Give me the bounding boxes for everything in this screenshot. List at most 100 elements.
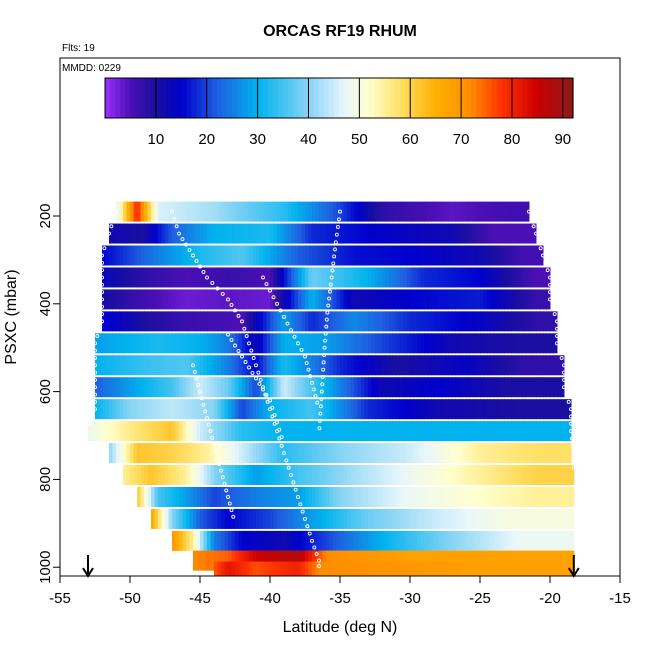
track-point	[233, 343, 237, 348]
heatmap-cell	[364, 311, 369, 332]
heatmap-cell	[350, 311, 355, 332]
heatmap-cell	[182, 355, 187, 376]
heatmap-cell	[410, 267, 414, 288]
heatmap-cell	[168, 311, 173, 332]
flight-track	[88, 209, 576, 569]
heatmap-cell	[144, 245, 148, 266]
heatmap-cell	[487, 333, 491, 354]
heatmap-cell	[214, 245, 218, 266]
heatmap-cell	[175, 289, 180, 310]
heatmap-cell	[147, 223, 152, 244]
heatmap-cell	[459, 561, 463, 576]
heatmap-cell	[557, 421, 561, 442]
heatmap-cell	[130, 245, 134, 266]
heatmap-cell	[403, 443, 407, 464]
heatmap-cell	[116, 245, 120, 266]
heatmap-cell	[487, 550, 491, 571]
heatmap-cell	[515, 355, 519, 376]
heatmap-cell	[235, 421, 239, 442]
heatmap-cell	[326, 443, 330, 464]
heatmap-cell	[525, 399, 530, 420]
heatmap-cell	[347, 333, 351, 354]
heatmap-cell	[350, 245, 355, 266]
heatmap-cell	[542, 530, 547, 551]
heatmap-cell	[392, 201, 397, 222]
heatmap-cell	[144, 443, 148, 464]
heatmap-cell	[182, 508, 187, 529]
heatmap-cell	[473, 333, 477, 354]
heatmap-cell	[406, 289, 411, 310]
heatmap-cell	[354, 486, 358, 507]
heatmap-cell	[140, 377, 145, 398]
heatmap-cell	[298, 561, 302, 576]
heatmap-cell	[203, 443, 208, 464]
heatmap-cell	[434, 443, 439, 464]
heatmap-cell	[487, 465, 491, 486]
heatmap-cell	[431, 443, 435, 464]
heatmap-cell	[522, 245, 526, 266]
heatmap-cell	[200, 530, 204, 551]
heatmap-cell	[179, 355, 183, 376]
heatmap-cell	[452, 289, 456, 310]
heatmap-cell	[259, 508, 264, 529]
heatmap-cell	[508, 201, 512, 222]
heatmap-cell	[445, 465, 449, 486]
heatmap-cell	[508, 355, 512, 376]
track-point	[315, 400, 320, 405]
heatmap-cell	[420, 333, 425, 354]
heatmap-cell	[175, 201, 180, 222]
track-point	[564, 392, 569, 397]
heatmap-cell	[514, 508, 519, 529]
heatmap-cell	[361, 245, 365, 266]
heatmap-cell	[466, 201, 470, 222]
heatmap-cell	[172, 443, 176, 464]
heatmap-cell	[315, 508, 320, 529]
heatmap-cell	[333, 311, 337, 332]
heatmap-cell	[350, 508, 355, 529]
colorbar-swatch	[562, 78, 569, 118]
track-point	[289, 473, 293, 477]
heatmap-cell	[553, 399, 558, 420]
track-point	[305, 524, 310, 529]
heatmap-cell	[525, 465, 530, 486]
heatmap-cell	[515, 486, 519, 507]
heatmap-cell	[270, 465, 274, 486]
heatmap-cell	[350, 530, 355, 551]
heatmap-cell	[452, 399, 456, 420]
heatmap-cell	[179, 399, 183, 420]
track-point	[555, 341, 559, 346]
heatmap-cell	[462, 333, 467, 354]
heatmap-cell	[319, 550, 323, 571]
heatmap-cell	[137, 486, 141, 507]
heatmap-cell	[515, 561, 519, 576]
heatmap-cell	[368, 465, 372, 486]
track-point	[298, 502, 303, 507]
heatmap-cell	[161, 443, 166, 464]
heatmap-cell	[214, 223, 218, 244]
track-point	[319, 396, 324, 401]
heatmap-cell	[536, 443, 540, 464]
colorbar-swatch	[262, 78, 269, 118]
heatmap-cell	[263, 486, 267, 507]
heatmap-cell	[343, 399, 348, 420]
heatmap-cell	[424, 530, 428, 551]
heatmap-cell	[221, 267, 225, 288]
heatmap-cell	[389, 223, 393, 244]
heatmap-cell	[305, 561, 309, 576]
heatmap-cell	[532, 465, 537, 486]
heatmap-cell	[441, 201, 446, 222]
heatmap-cell	[501, 443, 505, 464]
heatmap-cell	[186, 355, 190, 376]
heatmap-cell	[322, 421, 327, 442]
heatmap-cell	[543, 333, 547, 354]
track-point	[317, 564, 321, 569]
track-point	[569, 407, 573, 412]
heatmap-cell	[322, 377, 327, 398]
heatmap-cell	[515, 530, 519, 551]
heatmap-cell	[273, 333, 278, 354]
x-axis-label: Latitude (deg N)	[283, 619, 398, 636]
heatmap-cell	[515, 399, 519, 420]
heatmap-cell	[343, 530, 348, 551]
heatmap-cell	[161, 245, 166, 266]
heatmap-cell	[417, 421, 421, 442]
